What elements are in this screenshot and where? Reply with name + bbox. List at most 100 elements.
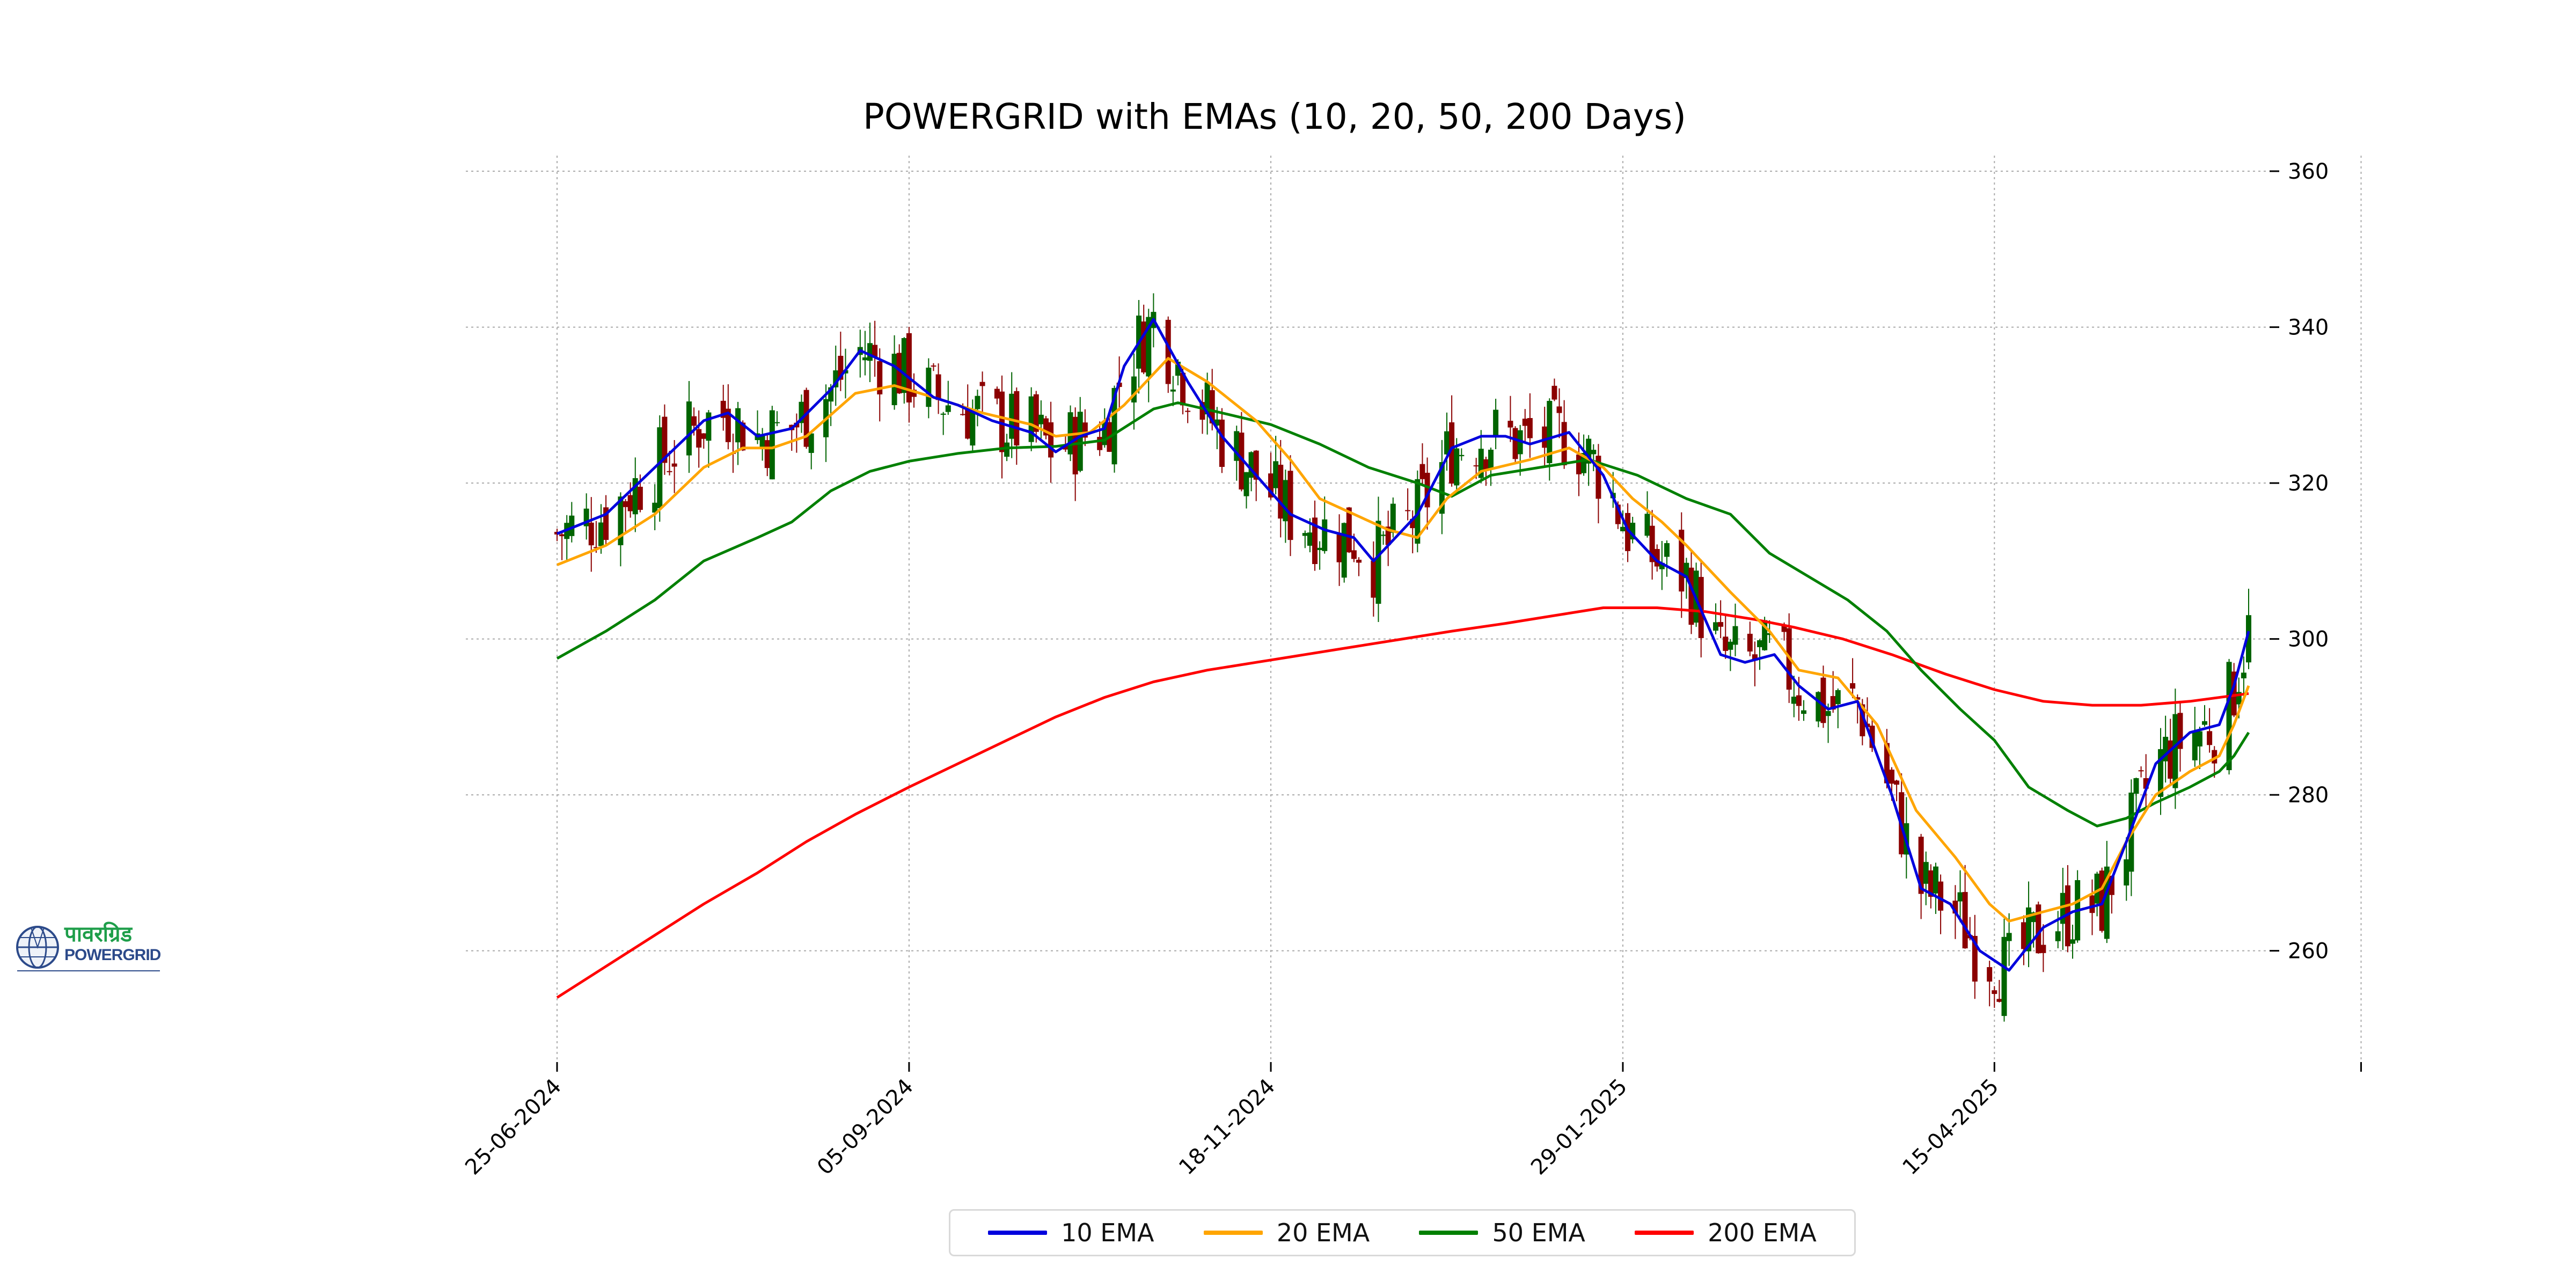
candle-body	[1356, 559, 1362, 563]
x-tick-label: 05-09-2024	[813, 1074, 918, 1180]
candle-body	[1180, 372, 1186, 406]
legend-swatch	[1635, 1231, 1694, 1235]
candle-body	[1048, 422, 1054, 458]
candle-body	[2236, 692, 2242, 705]
candle-body	[1312, 517, 1318, 565]
candle-body	[1987, 967, 1993, 982]
candle-body	[1884, 743, 1890, 784]
candle-body	[935, 374, 941, 400]
legend-label: 200 EMA	[1708, 1218, 1817, 1247]
candle-body	[867, 343, 873, 361]
candle-body	[2143, 778, 2149, 789]
candle-body	[2133, 778, 2139, 794]
candle-body	[1004, 442, 1010, 457]
candle-body	[1488, 449, 1494, 470]
candle-body	[1850, 683, 1856, 689]
candle-body	[1380, 535, 1386, 536]
candle-body	[1097, 437, 1103, 450]
candle-body	[1248, 452, 1254, 478]
candle-body	[1952, 901, 1958, 914]
candle-body	[1825, 711, 1831, 716]
candle-body	[1556, 406, 1562, 413]
candle-body	[1938, 881, 1944, 911]
candle-body	[960, 414, 966, 415]
candle-body	[926, 368, 932, 407]
chart-title: POWERGRID with EMAs (10, 20, 50, 200 Day…	[863, 96, 1686, 137]
candle-body	[2192, 731, 2198, 760]
y-tick-label: 340	[2288, 316, 2329, 340]
candle-body	[1894, 780, 1900, 785]
candle-body	[2202, 721, 2208, 725]
y-tick-label: 320	[2288, 471, 2329, 496]
candle-body	[1146, 317, 1152, 377]
candle-body	[1781, 625, 1787, 632]
candle-body	[1385, 526, 1391, 545]
candle-body	[662, 416, 668, 463]
candle-body	[1923, 862, 1929, 884]
candle-body	[1679, 530, 1685, 592]
candle-body	[1028, 396, 1034, 442]
candle-body	[1239, 433, 1245, 490]
candle-body	[1688, 567, 1694, 625]
candle-body	[1586, 438, 1592, 464]
candle-body	[627, 495, 633, 511]
candle-body	[891, 354, 897, 405]
candle-body	[2060, 892, 2066, 924]
candle-body	[1752, 654, 1758, 661]
candle-body	[1268, 473, 1274, 498]
candle-body	[1718, 622, 1724, 627]
candle-body	[1649, 525, 1655, 562]
candle-body	[691, 416, 697, 426]
candle-body	[994, 389, 1000, 399]
ema-line-20-ema	[557, 357, 2250, 923]
candle-body	[593, 547, 599, 548]
candle-body	[1547, 400, 1553, 464]
candle-body	[1165, 319, 1171, 384]
candle-body	[1170, 389, 1176, 392]
candle-body	[931, 365, 936, 367]
candle-body	[1644, 514, 1650, 536]
candle-body	[2094, 873, 2100, 904]
candle-body	[862, 357, 868, 361]
candle-body	[1033, 394, 1039, 432]
candle-body	[901, 338, 907, 393]
candle-body	[1820, 677, 1826, 723]
legend-swatch	[988, 1231, 1048, 1235]
candle-body	[706, 412, 712, 441]
candle-body	[2026, 907, 2032, 952]
candle-body	[1992, 990, 1997, 994]
legend-label: 20 EMA	[1276, 1218, 1370, 1247]
candle-body	[940, 413, 946, 415]
candle-body	[603, 507, 609, 540]
candle-body	[1796, 695, 1802, 706]
candle-body	[774, 422, 780, 423]
candle-body	[559, 534, 565, 537]
candle-body	[1444, 431, 1450, 455]
candle-body	[759, 435, 765, 448]
candle-body	[1209, 390, 1215, 423]
candle-body	[2036, 904, 2041, 954]
candle-body	[618, 496, 624, 545]
legend-label: 10 EMA	[1061, 1218, 1154, 1247]
candle-body	[896, 353, 902, 394]
candle-body	[2031, 912, 2037, 923]
candle-body	[1419, 464, 1425, 479]
legend-item-50-ema: 50 EMA	[1419, 1218, 1585, 1247]
candlesticks	[554, 293, 2251, 1022]
candle-body	[623, 501, 628, 507]
candle-body	[808, 433, 814, 453]
legend-item-20-ema: 20 EMA	[1203, 1218, 1370, 1247]
candle-body	[686, 401, 692, 456]
candle-body	[1219, 419, 1225, 467]
candle-body	[1512, 428, 1518, 459]
candle-body	[1659, 562, 1665, 569]
candle-body	[1723, 636, 1729, 651]
candle-body	[1591, 450, 1597, 455]
candle-body	[1131, 376, 1137, 402]
candle-body	[1371, 560, 1377, 598]
candle-body	[2040, 945, 2046, 953]
candle-body	[1527, 418, 1533, 438]
candle-body	[1346, 507, 1352, 553]
candle-body	[945, 405, 951, 412]
